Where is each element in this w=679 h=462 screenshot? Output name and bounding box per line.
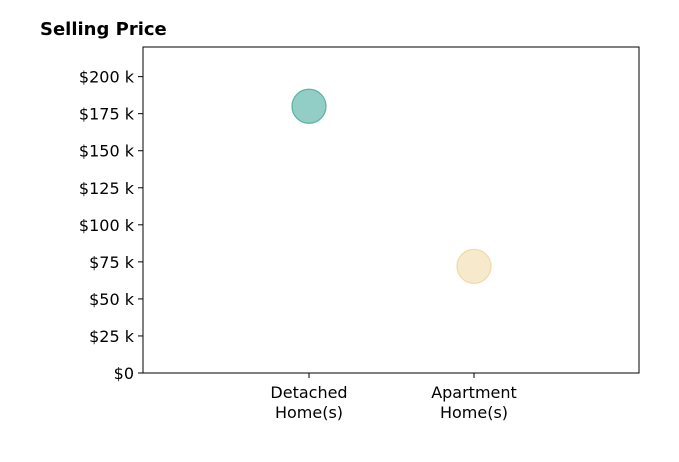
data-point xyxy=(291,88,327,124)
plot-area-frame xyxy=(142,46,640,374)
y-tick-label: $200 k xyxy=(79,68,135,87)
x-tick-label: Apartment xyxy=(431,383,517,402)
x-tick-label: Detached xyxy=(270,383,347,402)
y-tick-label: $75 k xyxy=(89,253,135,272)
y-tick-label: $50 k xyxy=(89,290,135,309)
chart-title: Selling Price xyxy=(40,19,167,40)
y-tick-label: $125 k xyxy=(79,179,135,198)
y-tick-label: $25 k xyxy=(89,327,135,346)
y-tick-label: $100 k xyxy=(79,216,135,235)
y-tick-label: $150 k xyxy=(79,142,135,161)
data-point xyxy=(456,248,492,284)
x-tick-label: Home(s) xyxy=(275,403,343,422)
x-tick-label: Home(s) xyxy=(440,403,508,422)
y-tick-label: $0 xyxy=(114,364,134,383)
y-tick-label: $175 k xyxy=(79,105,135,124)
y-axis-ticks: $0 $25 k $50 k $75 k $100 k $125 k $150 k $175 … xyxy=(79,68,143,383)
data-points xyxy=(291,88,492,284)
